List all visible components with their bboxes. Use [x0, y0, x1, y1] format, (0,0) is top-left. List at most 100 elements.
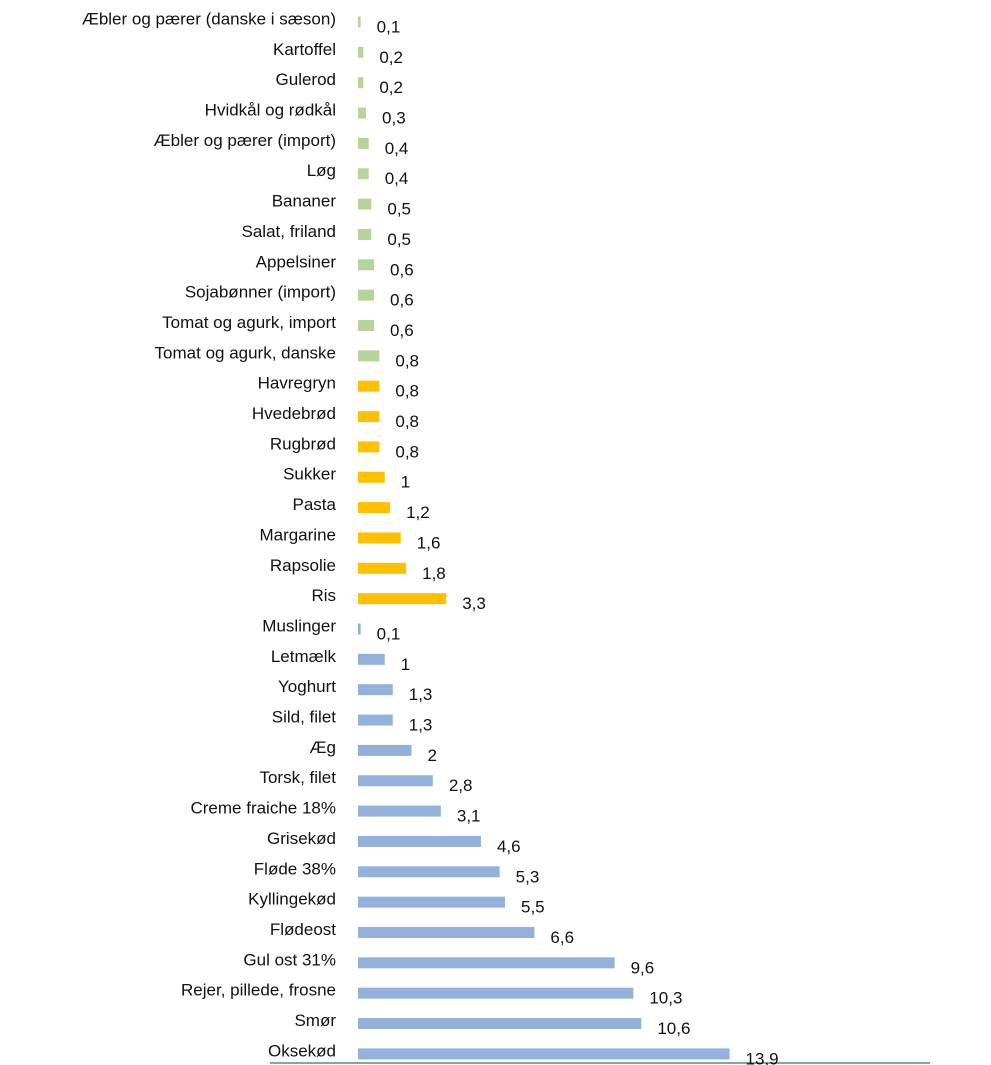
value-label: 0,5: [387, 230, 411, 249]
bar: [358, 927, 535, 938]
value-label: 5,3: [516, 867, 540, 886]
value-label: 0,4: [385, 139, 409, 158]
bar: [358, 77, 364, 89]
bar: [358, 46, 364, 58]
category-label: Rapsolie: [270, 556, 336, 575]
category-label: Grisekød: [267, 829, 336, 848]
category-label: Kyllingekød: [248, 890, 336, 909]
value-label: 5,5: [521, 898, 545, 917]
category-label: Gulerod: [276, 70, 336, 89]
category-label: Salat, friland: [242, 222, 337, 241]
bar: [358, 16, 361, 28]
value-label: 0,3: [382, 109, 406, 128]
bar: [358, 320, 375, 331]
value-label: 0,4: [385, 169, 409, 188]
category-label: Tomat og agurk, danske: [155, 343, 336, 362]
bar: [358, 259, 375, 271]
value-label: 3,3: [462, 594, 486, 613]
bar: [358, 502, 391, 514]
value-label: 1: [401, 655, 410, 674]
category-label: Sukker: [283, 465, 336, 484]
bar: [358, 228, 372, 240]
category-label: Æbler og pærer (import): [154, 131, 336, 150]
bar: [358, 866, 500, 878]
bar: [358, 684, 393, 696]
category-label: Hvedebrød: [252, 404, 336, 423]
category-label: Æg: [310, 738, 336, 757]
bar: [358, 1018, 642, 1030]
value-label: 6,6: [550, 928, 574, 947]
value-label: 4,6: [497, 837, 521, 856]
bar: [358, 289, 375, 301]
value-label: 0,6: [390, 291, 414, 310]
value-label: 9,6: [631, 958, 655, 977]
bar: [358, 775, 433, 787]
value-label: 2,8: [449, 776, 473, 795]
bar: [358, 805, 441, 817]
value-label: 10,6: [657, 1019, 690, 1038]
bar: [358, 835, 481, 847]
category-label: Margarine: [259, 525, 336, 544]
category-label: Torsk, filet: [259, 768, 336, 787]
category-label: Sild, filet: [272, 708, 337, 727]
category-label: Ris: [311, 586, 336, 605]
bar: [358, 957, 615, 969]
category-label: Flødeost: [270, 920, 336, 939]
category-label: Bananer: [272, 192, 337, 211]
value-label: 1,3: [409, 716, 433, 735]
bar: [358, 714, 393, 726]
value-label: 0,1: [377, 624, 401, 643]
category-label: Letmælk: [271, 647, 337, 666]
bar: [358, 653, 385, 665]
value-label: 0,6: [390, 321, 414, 340]
value-label: 3,1: [457, 807, 481, 826]
category-label: Løg: [307, 161, 336, 180]
category-label: Creme fraiche 18%: [190, 799, 336, 818]
bar: [358, 593, 447, 605]
bar: [358, 744, 412, 756]
bar: [358, 896, 506, 908]
category-label: Æbler og pærer (danske i sæson): [82, 9, 336, 28]
bar: [358, 1048, 730, 1060]
value-label: 0,2: [379, 48, 403, 67]
category-label: Pasta: [293, 495, 337, 514]
category-label: Kartoffel: [273, 40, 336, 59]
category-label: Hvidkål og rødkål: [205, 101, 336, 120]
category-label: Fløde 38%: [254, 859, 336, 878]
value-label: 1: [401, 473, 410, 492]
bar: [358, 441, 380, 453]
bar: [358, 532, 401, 544]
category-label: Gul ost 31%: [243, 950, 336, 969]
bar: [358, 137, 369, 149]
value-label: 2: [427, 746, 436, 765]
bar: [358, 198, 372, 210]
bar: [358, 107, 367, 119]
bar: [358, 411, 380, 423]
value-label: 1,6: [417, 533, 441, 552]
value-label: 0,1: [377, 17, 401, 36]
value-label: 0,8: [395, 382, 419, 401]
category-label: Yoghurt: [278, 677, 336, 696]
value-label: 1,8: [422, 564, 446, 583]
bar: [358, 987, 634, 999]
category-label: Rejer, pillede, frosne: [181, 981, 336, 1000]
bar: [358, 562, 407, 574]
value-label: 10,3: [649, 989, 682, 1008]
value-label: 0,2: [379, 78, 403, 97]
bar: [358, 623, 361, 635]
category-label: Muslinger: [262, 616, 336, 635]
category-label: Tomat og agurk, import: [162, 313, 336, 332]
value-label: 1,2: [406, 503, 430, 522]
bar: [358, 471, 385, 483]
value-label: 0,8: [395, 412, 419, 431]
value-label: 0,8: [395, 442, 419, 461]
value-label: 0,8: [395, 351, 419, 370]
category-label: Sojabønner (import): [185, 283, 336, 302]
category-label: Appelsiner: [256, 252, 337, 271]
value-label: 0,5: [387, 200, 411, 219]
category-label: Rugbrød: [270, 434, 336, 453]
bar: [358, 380, 380, 392]
category-label: Havregryn: [258, 374, 336, 393]
category-label: Smør: [294, 1011, 336, 1030]
